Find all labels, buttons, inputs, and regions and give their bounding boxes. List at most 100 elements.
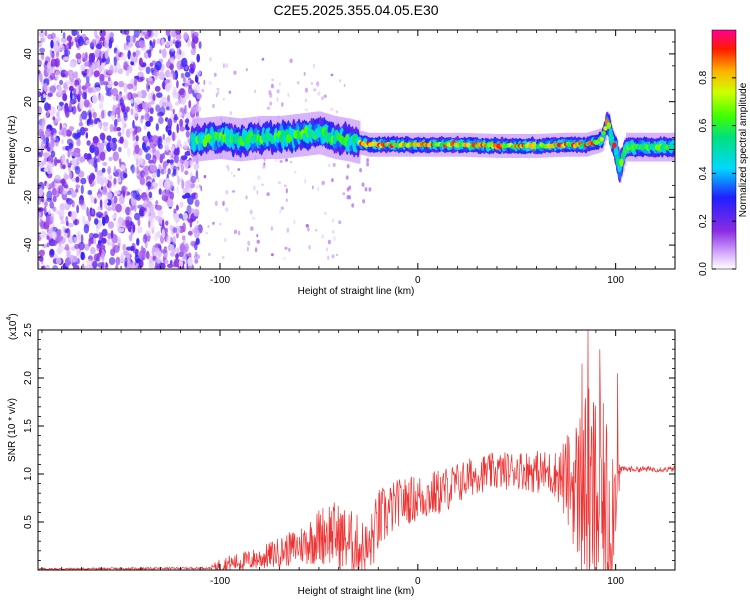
noise-cell <box>132 35 136 43</box>
noise-cell <box>156 257 162 264</box>
noise-cell <box>74 166 79 171</box>
noise-cell <box>161 38 165 45</box>
scatter-cell <box>339 79 341 83</box>
scatter-cell <box>266 106 271 110</box>
noise-cell <box>131 93 139 98</box>
noise-cell <box>190 48 196 56</box>
scatter-cell <box>198 184 201 188</box>
scatter-cell <box>212 221 215 225</box>
scatter-cell <box>285 158 288 162</box>
noise-cell <box>61 73 66 78</box>
noise-cell <box>57 104 61 110</box>
noise-cell <box>193 208 200 217</box>
noise-cell <box>139 30 144 37</box>
noise-cell <box>159 153 163 164</box>
noise-cell <box>139 157 144 165</box>
noise-cell <box>94 146 99 157</box>
scatter-cell <box>196 220 199 225</box>
spectrogram-heatmap <box>38 30 675 269</box>
noise-cell <box>96 211 103 218</box>
noise-cell <box>164 79 167 84</box>
noise-cell <box>136 238 140 246</box>
noise-cell <box>75 188 79 193</box>
noise-cell <box>60 155 65 165</box>
noise-cell <box>154 264 160 269</box>
noise-cell <box>176 80 179 89</box>
noise-cell <box>54 70 60 81</box>
scatter-cell <box>226 164 230 169</box>
noise-cell <box>166 235 172 244</box>
noise-cell <box>57 184 64 194</box>
noise-cell <box>144 135 149 141</box>
noise-cell <box>161 48 167 58</box>
scatter-cell <box>221 256 225 259</box>
scatter-cell <box>304 87 308 93</box>
noise-cell <box>75 184 80 189</box>
noise-cell <box>143 124 147 131</box>
noise-cell <box>102 216 106 226</box>
noise-cell <box>89 232 94 240</box>
colorbar-label: Normalized spectral amplitude <box>738 82 749 217</box>
noise-cell <box>106 191 113 199</box>
noise-cell <box>135 135 139 142</box>
noise-cell <box>149 141 154 148</box>
noise-cell <box>164 259 169 265</box>
scatter-cell <box>294 170 297 174</box>
noise-cell <box>139 208 144 217</box>
noise-cell <box>129 211 133 217</box>
noise-cell <box>88 175 93 185</box>
noise-cell <box>50 58 58 67</box>
noise-cell <box>59 202 65 212</box>
noise-cell <box>44 201 48 208</box>
noise-cell <box>149 107 154 115</box>
noise-cell <box>183 32 189 40</box>
noise-cell <box>194 258 199 264</box>
noise-cell <box>166 263 174 268</box>
scatter-cell <box>271 253 274 257</box>
noise-cell <box>60 37 68 43</box>
scatter-cell <box>313 88 317 92</box>
noise-cell <box>101 167 106 173</box>
noise-cell <box>165 220 169 226</box>
noise-cell <box>155 123 159 131</box>
noise-cell <box>62 56 70 61</box>
scatter-cell <box>266 192 270 197</box>
noise-cell <box>176 123 179 134</box>
noise-cell <box>38 124 43 130</box>
scatter-cell <box>331 254 335 259</box>
noise-cell <box>75 176 80 183</box>
noise-cell <box>98 231 102 242</box>
noise-cell <box>189 63 194 70</box>
noise-cell <box>142 102 149 110</box>
scatter-cell <box>249 209 253 215</box>
noise-cell <box>195 169 199 180</box>
noise-cell <box>188 121 192 129</box>
ridge-cell <box>615 156 620 166</box>
noise-cell <box>101 110 105 119</box>
noise-cell <box>187 257 193 267</box>
noise-cell <box>132 190 140 200</box>
noise-cell <box>155 104 161 112</box>
noise-cell <box>97 59 100 69</box>
noise-cell <box>64 232 68 238</box>
noise-cell <box>67 148 71 158</box>
noise-cell <box>183 77 186 83</box>
noise-cell <box>175 30 182 35</box>
x-tick-label: -100 <box>210 275 230 286</box>
noise-cell <box>66 158 69 164</box>
scatter-cell <box>209 56 212 62</box>
noise-cell <box>178 259 184 268</box>
noise-cell <box>120 52 128 61</box>
noise-cell <box>187 38 191 47</box>
noise-cell <box>118 94 122 100</box>
noise-cell <box>114 190 120 195</box>
noise-cell <box>68 40 72 50</box>
noise-cell <box>135 50 139 58</box>
noise-cell <box>97 193 102 200</box>
noise-cell <box>55 257 62 265</box>
noise-cell <box>152 93 156 102</box>
noise-cell <box>57 229 62 236</box>
stray-cell <box>345 175 349 180</box>
scatter-cell <box>343 84 346 87</box>
noise-cell <box>135 258 141 264</box>
